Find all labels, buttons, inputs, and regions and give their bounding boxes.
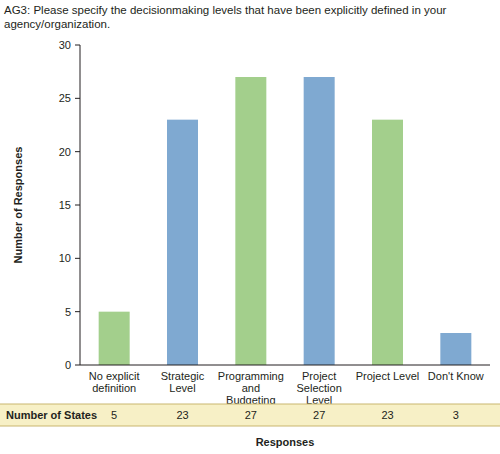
bar [99, 312, 130, 365]
data-label: 27 [313, 409, 325, 421]
y-tick-label: 15 [59, 199, 71, 211]
y-tick-label: 25 [59, 92, 71, 104]
text-line: definition [92, 382, 136, 394]
bar [235, 77, 266, 365]
y-tick [75, 45, 80, 46]
table-label: Number of States [6, 409, 97, 421]
chart: AG3: Please specify the decisionmaking l… [0, 0, 500, 454]
x-tick-label: StrategicLevel [161, 370, 205, 394]
text-line: Project [302, 370, 336, 382]
data-label: 23 [176, 409, 188, 421]
text-line: agency/organization. [4, 18, 110, 30]
table-border [0, 426, 500, 427]
text-line: Programming [218, 370, 284, 382]
y-tick-label: 30 [59, 39, 71, 51]
y-tick [75, 258, 80, 259]
table-border [0, 404, 500, 405]
x-tick-label: No explicitdefinition [89, 370, 140, 394]
x-axis [80, 365, 490, 366]
x-tick-label: ProjectSelectionLevel [297, 370, 342, 406]
data-label: 3 [453, 409, 459, 421]
y-tick [75, 311, 80, 312]
text-line: Level [169, 382, 195, 394]
data-label: 23 [381, 409, 393, 421]
title: AG3: Please specify the decisionmaking l… [4, 4, 447, 30]
y-axis [80, 45, 81, 365]
y-tick-label: 20 [59, 146, 71, 158]
y-tick-label: 10 [59, 252, 71, 264]
text-line: and [242, 382, 260, 394]
y-tick-label: 0 [65, 359, 71, 371]
text-line: Don't Know [428, 370, 484, 382]
y-tick-label: 5 [65, 306, 71, 318]
page: {"chart_data": {"type": "bar", "title": … [0, 0, 500, 454]
x-tick-label: Project Level [356, 370, 420, 382]
y-axis-label: Number of Responses [12, 147, 24, 264]
data-label: 27 [245, 409, 257, 421]
text-line: Selection [297, 382, 342, 394]
text-line: No explicit [89, 370, 140, 382]
bar [372, 120, 403, 365]
bar [304, 77, 335, 365]
text-line: Project Level [356, 370, 420, 382]
y-tick [75, 151, 80, 152]
text-line: Strategic [161, 370, 205, 382]
bars [99, 77, 472, 365]
text-line: AG3: Please specify the decisionmaking l… [4, 4, 447, 16]
bar [440, 333, 471, 365]
y-tick [75, 365, 80, 366]
y-tick [75, 98, 80, 99]
bar [167, 120, 198, 365]
y-tick [75, 205, 80, 206]
x-axis-label: Responses [256, 436, 315, 448]
table-row [0, 404, 500, 426]
x-tick-label: Don't Know [428, 370, 484, 382]
data-label: 5 [111, 409, 117, 421]
